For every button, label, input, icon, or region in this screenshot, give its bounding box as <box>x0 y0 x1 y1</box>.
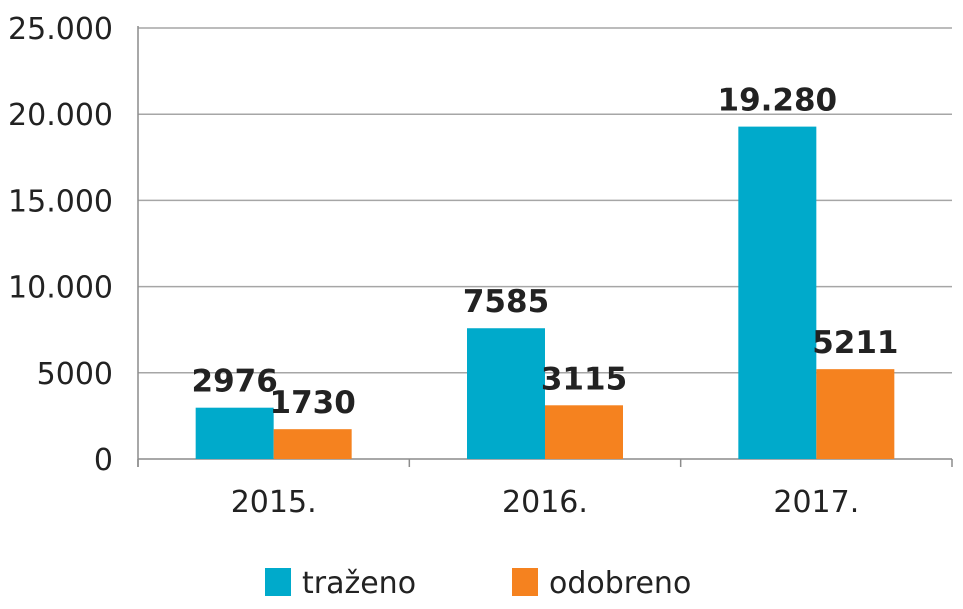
data-label: 7585 <box>463 284 549 320</box>
bar-odobreno-2015 <box>273 429 352 459</box>
data-label: 2976 <box>192 364 278 400</box>
legend: traženo odobreno <box>265 566 691 601</box>
legend-swatch <box>265 568 291 596</box>
bar-odobreno-2016 <box>545 405 623 459</box>
y-axis-tick-labels: 0 5000 10.000 15.000 20.000 25.000 <box>8 12 113 478</box>
x-category-label: 2016. <box>502 485 588 520</box>
data-label: 19.280 <box>718 83 838 119</box>
gridlines <box>138 27 952 374</box>
data-label: 5211 <box>812 325 898 361</box>
bars <box>195 126 895 460</box>
bar-traženo-2016 <box>467 328 545 459</box>
y-tick-label: 0 <box>94 443 113 478</box>
legend-swatch <box>512 568 538 596</box>
legend-label: traženo <box>302 566 416 601</box>
y-tick-label: 5000 <box>37 357 113 392</box>
x-category-label: 2017. <box>773 485 859 520</box>
bar-traženo-2015 <box>195 407 274 459</box>
bar-odobreno-2017 <box>816 369 895 459</box>
x-category-label: 2015. <box>231 485 317 520</box>
y-tick-label: 25.000 <box>8 12 113 47</box>
y-tick-label: 10.000 <box>8 271 113 306</box>
data-label: 3115 <box>541 361 627 397</box>
x-axis-category-labels: 2015. 2016. 2017. <box>231 485 860 520</box>
y-tick-label: 20.000 <box>8 98 113 133</box>
legend-label: odobreno <box>549 566 691 601</box>
y-tick-label: 15.000 <box>8 184 113 219</box>
data-label: 1730 <box>270 385 356 421</box>
bar-traženo-2017 <box>738 126 817 460</box>
